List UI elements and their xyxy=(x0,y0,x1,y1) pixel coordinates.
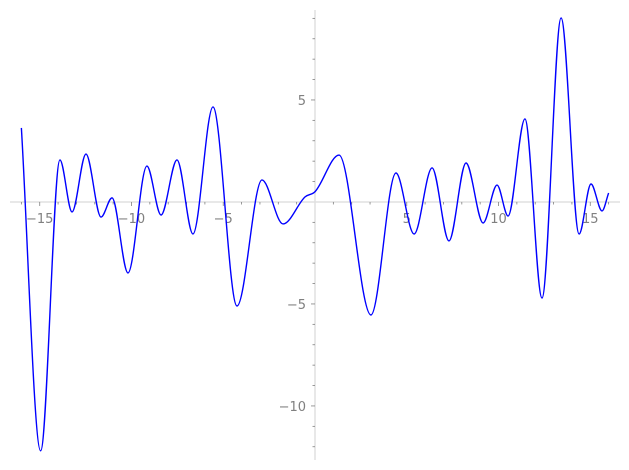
axes xyxy=(10,10,620,460)
x-tick-label: 15 xyxy=(582,212,599,227)
x-tick-label: 5 xyxy=(403,212,411,227)
series-line xyxy=(20,17,610,452)
tick-labels: −15 −10 −5 5 10 15 5 −5 −10 xyxy=(26,94,599,415)
x-tick-label: −5 xyxy=(214,212,233,227)
x-tick-label: 10 xyxy=(490,212,507,227)
y-tick-label: −10 xyxy=(279,400,306,415)
y-tick-label: −5 xyxy=(287,298,306,313)
ticks xyxy=(20,17,610,448)
y-tick-label: 5 xyxy=(298,94,306,109)
x-tick-label: −10 xyxy=(118,212,145,227)
x-tick-label: −15 xyxy=(26,212,53,227)
